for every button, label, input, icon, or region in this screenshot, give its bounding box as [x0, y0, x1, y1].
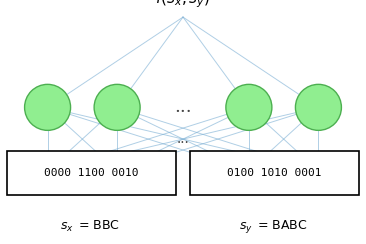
Ellipse shape [226, 84, 272, 130]
Text: 0000 1100 0010: 0000 1100 0010 [44, 168, 139, 178]
Text: $s_y\,$ = BABC: $s_y\,$ = BABC [239, 218, 307, 235]
Text: ...: ... [174, 98, 192, 116]
Bar [190, 151, 359, 195]
Text: 0100 1010 0001: 0100 1010 0001 [227, 168, 322, 178]
Text: ...: ... [177, 132, 189, 146]
Ellipse shape [94, 84, 140, 130]
Ellipse shape [295, 84, 341, 130]
Bar [7, 151, 176, 195]
Text: $f(s_x, s_y)$: $f(s_x, s_y)$ [156, 0, 210, 10]
Ellipse shape [25, 84, 71, 130]
Text: $s_x\,$ = BBC: $s_x\,$ = BBC [60, 219, 120, 234]
